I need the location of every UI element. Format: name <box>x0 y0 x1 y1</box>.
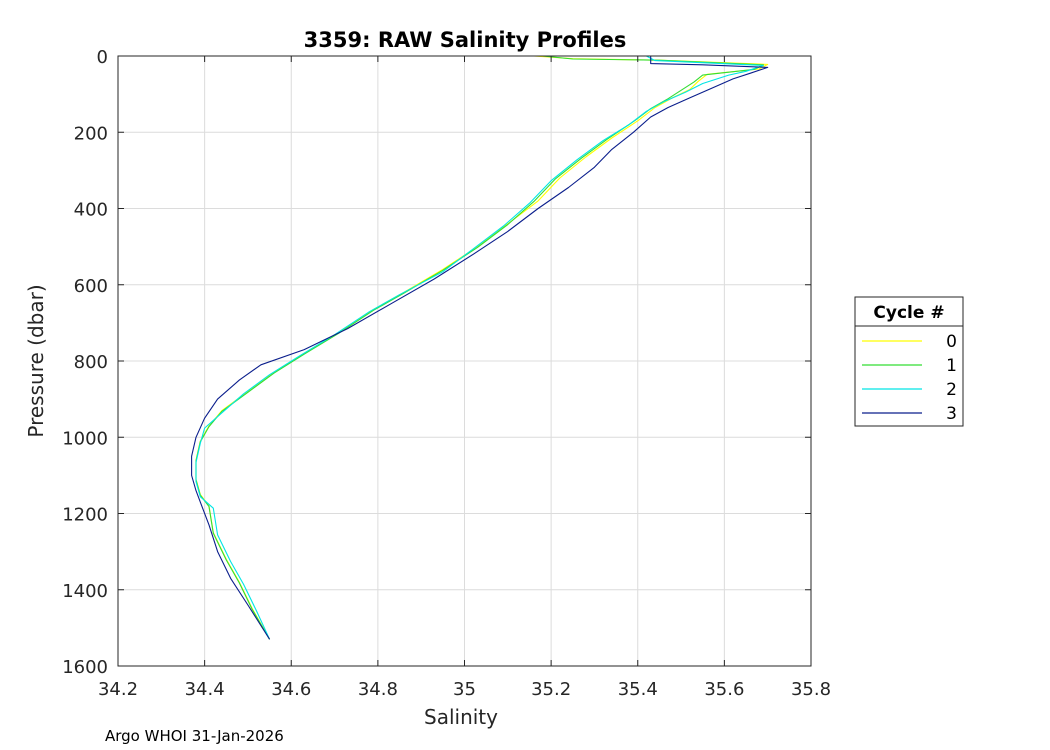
legend-label-cycle-3: 3 <box>946 404 957 424</box>
x-tick-label: 35.8 <box>791 679 831 700</box>
legend-entries: 0 1 2 3 <box>862 332 957 424</box>
x-tick-label: 35 <box>453 679 476 700</box>
y-tick-label: 1600 <box>62 657 108 678</box>
legend: Cycle # 0 1 2 3 <box>854 296 964 427</box>
y-tick-label: 1000 <box>62 428 108 449</box>
x-tick-label: 34.8 <box>358 679 398 700</box>
axis-ticks: 34.2 34.4 34.6 34.8 35 35.2 35.4 35.6 35.8 0 200 40… <box>62 47 831 700</box>
x-tick-label: 35.2 <box>531 679 571 700</box>
data-series <box>191 55 769 640</box>
grid-lines <box>118 56 811 666</box>
legend-label-cycle-0: 0 <box>946 332 957 352</box>
y-tick-label: 1200 <box>62 505 108 526</box>
y-tick-label: 1400 <box>62 581 108 602</box>
y-tick-label: 800 <box>74 352 108 373</box>
chart-title: 3359: RAW Salinity Profiles <box>304 28 627 52</box>
y-tick-label: 600 <box>74 276 108 297</box>
legend-label-cycle-2: 2 <box>946 380 957 400</box>
footer-credit: Argo WHOI 31-Jan-2026 <box>105 727 284 745</box>
legend-box <box>854 296 964 427</box>
x-axis-label: Salinity <box>424 705 498 729</box>
y-axis-label: Pressure (dbar) <box>24 284 48 437</box>
x-tick-label: 35.4 <box>618 679 658 700</box>
y-tick-label: 200 <box>74 123 108 144</box>
y-tick-label: 400 <box>74 200 108 221</box>
x-tick-label: 34.6 <box>271 679 311 700</box>
legend-title: Cycle # <box>873 303 944 323</box>
series-line-cycle-2 <box>195 55 764 640</box>
legend-label-cycle-1: 1 <box>946 356 957 376</box>
series-line-cycle-3 <box>191 56 769 640</box>
x-tick-label: 35.6 <box>704 679 744 700</box>
x-tick-label: 34.4 <box>185 679 225 700</box>
x-tick-label: 34.2 <box>98 679 138 700</box>
y-tick-label: 0 <box>97 47 108 68</box>
